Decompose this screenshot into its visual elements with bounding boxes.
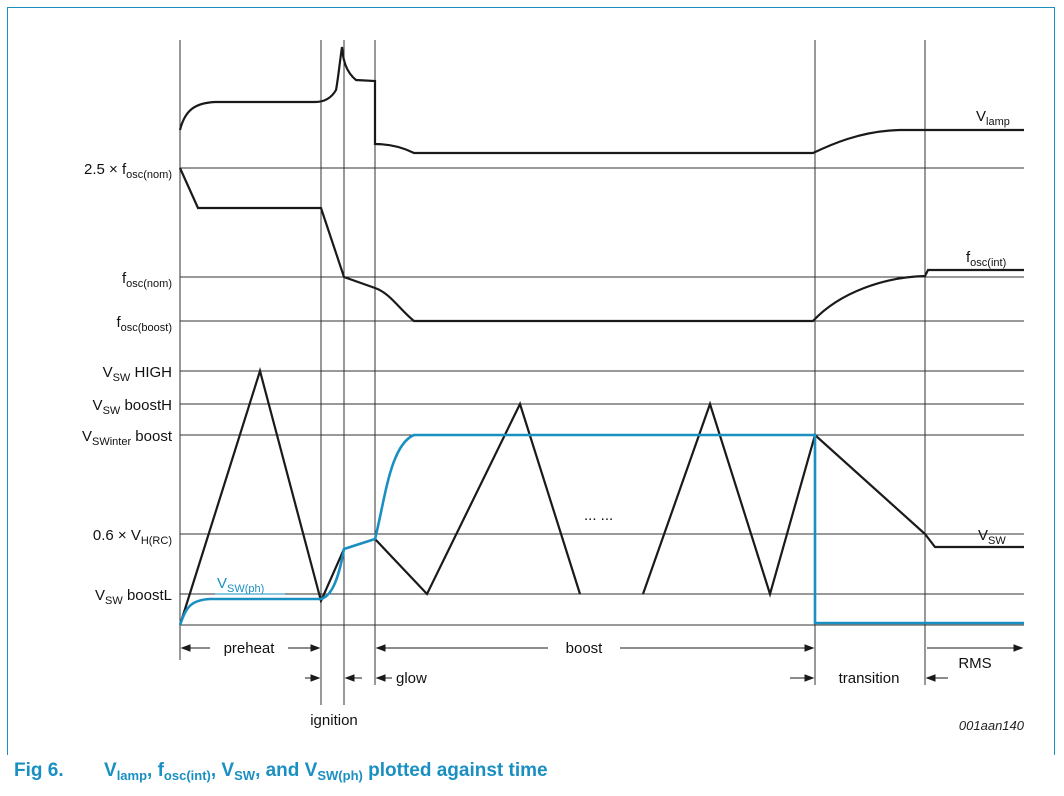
label-vsw-boosth: VSW boostH (93, 397, 172, 417)
label-vsw-high: VSW HIGH (103, 364, 172, 384)
fosc-curve (178, 167, 1024, 323)
vswph-curve (178, 433, 1024, 626)
label-vhrc: 0.6 × VH(RC) (93, 527, 172, 547)
vsw-curve (178, 367, 1024, 626)
phase-label-preheat: preheat (224, 640, 276, 657)
figure-reference-code: 001aan140 (959, 718, 1025, 733)
figure-frame (7, 7, 1055, 755)
phase-label-glow: glow (396, 670, 427, 687)
curve-label-vswph: VSW(ph) (217, 575, 264, 595)
label-2-5-fosc-nom: 2.5 × fosc(nom) (84, 161, 172, 181)
phase-arrows (180, 644, 1024, 682)
phase-label-ignition: ignition (310, 712, 358, 729)
label-fosc-boost: fosc(boost) (116, 314, 172, 334)
figure-caption: Fig 6. Vlamp, fosc(int), VSW, and VSW(ph)… (14, 760, 548, 783)
label-vsw-boostl: VSW boostL (95, 587, 172, 607)
label-vswinter-boost: VSWinter boost (82, 428, 173, 448)
curve-label-vlamp: Vlamp (976, 108, 1010, 128)
label-fosc-nom: fosc(nom) (122, 270, 172, 290)
phase-markers (179, 40, 926, 705)
curve-label-vsw: VSW (978, 527, 1006, 547)
figure-number: Fig 6. (14, 760, 64, 781)
ellipsis-label: ... ... (584, 507, 613, 524)
phase-label-rms: RMS (958, 655, 991, 672)
curve-label-fosc: fosc(int) (966, 249, 1006, 269)
level-lines (180, 167, 1024, 626)
phase-label-transition: transition (839, 670, 900, 687)
vlamp-curve (178, 46, 1024, 155)
phase-label-boost: boost (566, 640, 604, 657)
